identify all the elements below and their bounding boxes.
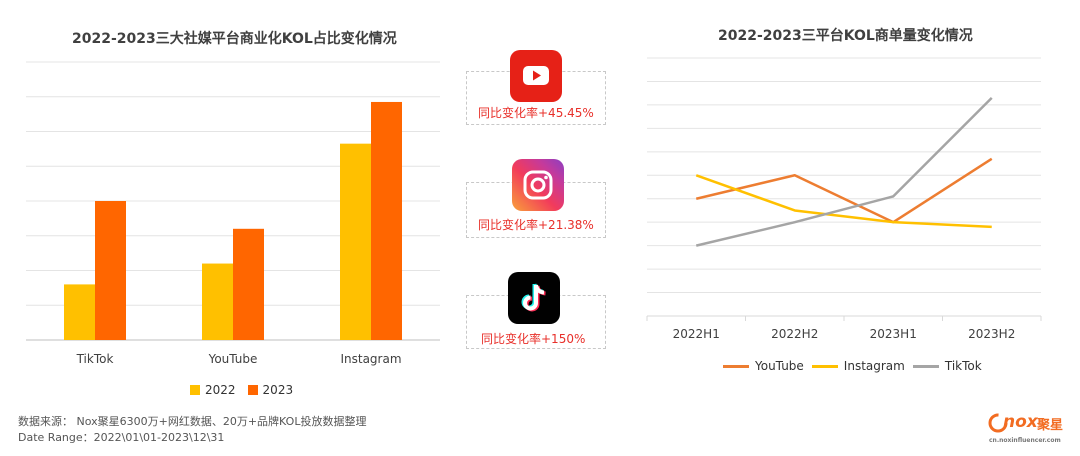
right-line-chart: 2022H1 2022H2 2023H1 2023H2 bbox=[646, 57, 1042, 341]
youtube-rate: 同比变化率+45.45% bbox=[478, 106, 594, 120]
bar-2023-YouTube bbox=[233, 228, 264, 340]
left-chart-title: 2022-2023三大社媒平台商业化KOL占比变化情况 bbox=[72, 31, 397, 47]
bar-2023-TikTok bbox=[95, 201, 126, 340]
bar-2022-TikTok bbox=[64, 284, 95, 340]
legend-label-2022: 2022 bbox=[205, 383, 236, 397]
line-category-label: 2022H1 bbox=[673, 327, 720, 341]
bar-category-label: YouTube bbox=[208, 352, 258, 366]
source-line-1: 数据来源： Nox聚星6300万+网红数据、20万+品牌KOL投放数据整理 bbox=[18, 415, 367, 428]
youtube-icon bbox=[510, 50, 562, 102]
nox-logo: nox 聚星 cn.noxinfluencer.com bbox=[985, 410, 1071, 450]
bar-2023-Instagram bbox=[371, 101, 402, 341]
line-category-label: 2023H2 bbox=[968, 327, 1015, 341]
legend-swatch-2022 bbox=[190, 385, 200, 395]
nox-logo-mark-icon bbox=[988, 413, 1008, 433]
legend-line-youtube bbox=[723, 364, 749, 368]
source-line-2: Date Range：2022\01\01-2023\12\31 bbox=[18, 431, 225, 444]
bar-category-label: TikTok bbox=[76, 352, 114, 366]
left-bar-chart: TikTok YouTube Instagram bbox=[26, 61, 440, 366]
bar-category-label: Instagram bbox=[340, 352, 401, 366]
line-category-label: 2023H1 bbox=[870, 327, 917, 341]
bar-2022-Instagram bbox=[340, 143, 371, 340]
legend-label-2023: 2023 bbox=[262, 383, 294, 397]
instagram-icon bbox=[512, 159, 564, 211]
line-legend: YouTube Instagram TikTok bbox=[723, 359, 982, 373]
bar-2022-YouTube bbox=[202, 263, 233, 340]
instagram-rate: 同比变化率+21.38% bbox=[478, 218, 594, 232]
legend-label-tiktok: TikTok bbox=[944, 359, 982, 373]
legend-line-tiktok bbox=[912, 364, 939, 368]
legend-line-instagram bbox=[811, 364, 838, 368]
legend-swatch-2023 bbox=[247, 385, 258, 395]
line-category-label: 2022H2 bbox=[771, 327, 818, 341]
line-series-instagram bbox=[695, 174, 992, 229]
right-chart-title: 2022-2023三平台KOL商单量变化情况 bbox=[718, 28, 973, 44]
tiktok-icon bbox=[508, 272, 560, 324]
logo-brand: nox bbox=[1003, 412, 1038, 432]
tiktok-rate: 同比变化率+150% bbox=[481, 332, 586, 346]
line-series-tiktok bbox=[695, 96, 993, 247]
legend-label-instagram: Instagram bbox=[843, 359, 905, 373]
legend-label-youtube: YouTube bbox=[755, 359, 804, 373]
logo-brand-cn: 聚星 bbox=[1037, 418, 1064, 433]
bar-legend: 2022 2023 bbox=[190, 383, 293, 397]
logo-url: cn.noxinfluencer.com bbox=[989, 437, 1061, 444]
line-series-youtube bbox=[695, 157, 993, 224]
